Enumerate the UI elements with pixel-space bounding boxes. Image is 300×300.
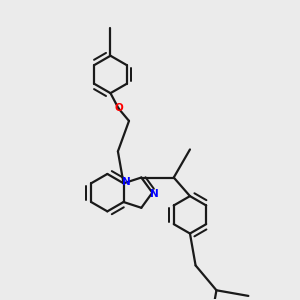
Text: N: N xyxy=(150,188,159,199)
Text: O: O xyxy=(114,103,123,113)
Text: N: N xyxy=(122,178,131,188)
